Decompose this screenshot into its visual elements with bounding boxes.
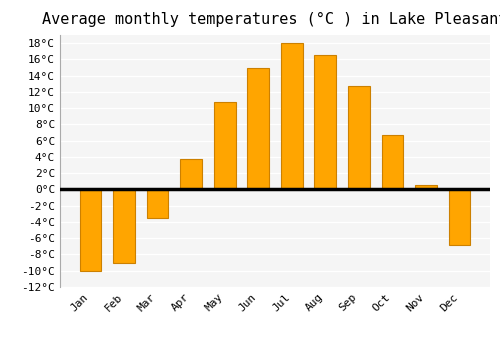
Bar	[80, 189, 102, 271]
Bar	[448, 189, 470, 245]
Bar	[415, 186, 437, 189]
Bar	[314, 55, 336, 189]
Bar	[146, 189, 169, 218]
Bar	[180, 159, 202, 189]
Bar	[382, 135, 404, 189]
Title: Average monthly temperatures (°C ) in Lake Pleasant: Average monthly temperatures (°C ) in La…	[42, 12, 500, 27]
Bar	[348, 86, 370, 189]
Bar	[248, 68, 269, 189]
Bar	[214, 103, 236, 189]
Bar	[281, 43, 302, 189]
Bar	[113, 189, 135, 262]
